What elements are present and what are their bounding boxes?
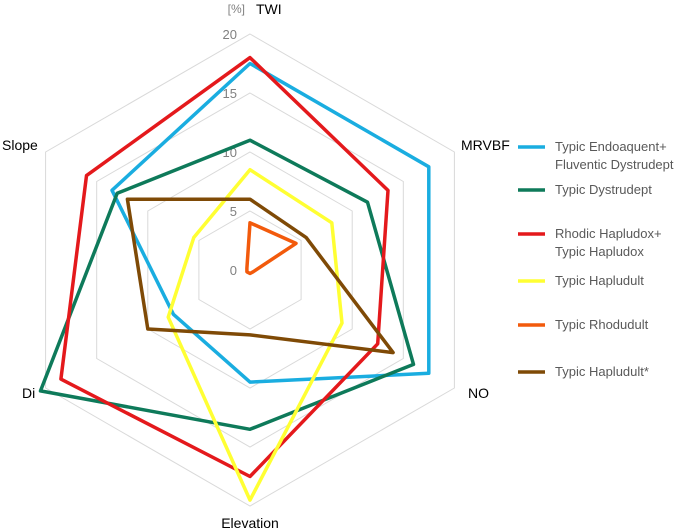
- axis-label-mrvbf: MRVBF: [461, 137, 510, 153]
- grid-ring-5: [198, 210, 302, 330]
- series-line-5: [245, 221, 298, 276]
- series-line-1: [110, 61, 431, 384]
- grid-ring-20: [45, 33, 455, 507]
- tick-label: 0: [230, 263, 237, 278]
- axis-label-di: Di: [22, 385, 35, 401]
- series-lines: [38, 55, 431, 502]
- legend-entry: Rhodic Hapludox+ Typic Hapludox: [555, 226, 662, 259]
- axis-labels: TWI MRVBF NO Elevation Di Slope: [2, 1, 510, 529]
- legend-entry: Typic Rhodudult: [555, 317, 649, 332]
- axis-label-slope: Slope: [2, 137, 38, 153]
- legend-entry: Typic Hapludult: [555, 273, 644, 288]
- axis-label-elevation: Elevation: [221, 515, 279, 529]
- legend-entry: Typic Hapludult*: [555, 364, 649, 379]
- tick-label: 20: [223, 27, 237, 42]
- series-line-4: [166, 167, 344, 502]
- legend-entry: Typic Endoaquent+ Fluventic Dystrudept: [555, 139, 674, 172]
- legend-entry: Typic Dystrudept: [555, 182, 652, 197]
- grid-ring-15: [96, 92, 404, 448]
- radar-grid: [45, 33, 455, 507]
- series-line-6: [125, 197, 395, 355]
- tick-label: 15: [223, 86, 237, 101]
- series-line-2: [38, 138, 416, 432]
- tick-label: 5: [230, 204, 237, 219]
- legend: Typic Endoaquent+ Fluventic Dystrudept Typ…: [518, 139, 674, 379]
- axis-label-twi: TWI: [256, 1, 282, 17]
- unit-label: [%]: [228, 2, 245, 16]
- axis-label-no: NO: [468, 385, 489, 401]
- series-line-3: [59, 55, 390, 479]
- grid-ring-10: [147, 151, 353, 389]
